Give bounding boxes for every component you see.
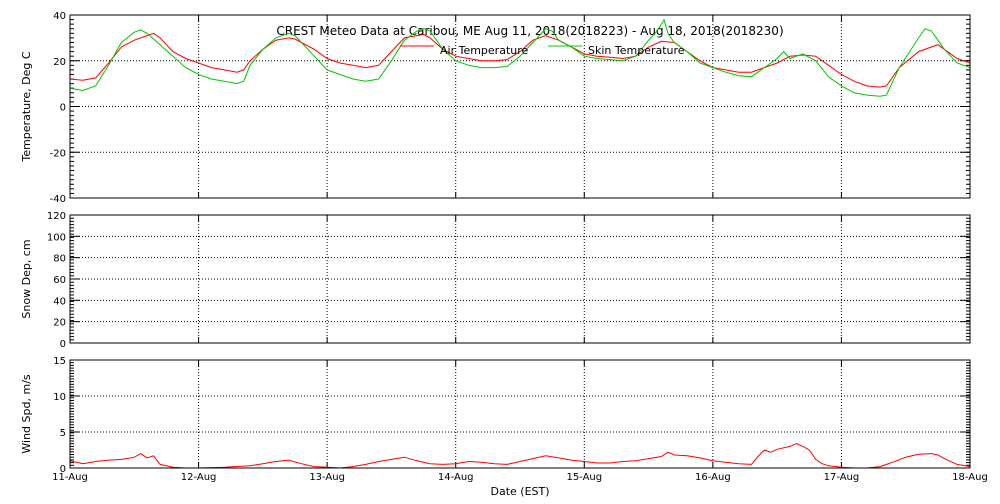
- y-tick-label: 40: [53, 11, 66, 22]
- y-axis-label: Wind Spd, m/s: [20, 374, 33, 454]
- x-tick-label: 16-Aug: [695, 472, 731, 483]
- x-tick-label: 15-Aug: [566, 472, 602, 483]
- y-tick-label: 15: [53, 356, 66, 367]
- panel-2: 0 20 40 60 80 100 120 Snow Dep, cm: [20, 211, 971, 350]
- legend-label: Air Temperature: [440, 44, 529, 57]
- x-axis-label: Date (EST): [490, 485, 549, 498]
- x-tick-label: 18-Aug: [952, 472, 988, 483]
- y-tick-label: 40: [53, 296, 66, 307]
- panel-frame: [69, 14, 971, 199]
- y-tick-label: 5: [60, 428, 66, 439]
- x-tick-label: 14-Aug: [438, 472, 474, 483]
- y-tick-label: 0: [60, 339, 66, 350]
- y-tick-label: 0: [60, 103, 66, 114]
- y-tick-label: 120: [47, 211, 66, 222]
- y-tick-label: 20: [53, 57, 66, 68]
- y-axis-label: Snow Dep, cm: [20, 239, 33, 318]
- series-line-panel3-1: [69, 442, 971, 469]
- x-tick-label: 12-Aug: [181, 472, 217, 483]
- panel-frame: [69, 359, 971, 469]
- x-tick-label: 11-Aug: [52, 472, 88, 483]
- y-tick-label: 60: [53, 275, 66, 286]
- y-tick-label: 10: [53, 392, 66, 403]
- chart-title: CREST Meteo Data at Caribou, ME Aug 11, …: [276, 24, 783, 38]
- y-axis-label: Temperature, Deg C: [20, 51, 33, 162]
- x-tick-label: 13-Aug: [309, 472, 345, 483]
- x-tick-label: 17-Aug: [824, 472, 860, 483]
- y-tick-label: -40: [50, 194, 66, 205]
- y-tick-label: 0: [60, 464, 66, 475]
- panel-1: -40 -20 0 20 40 Temperature, Deg C Air Tempera…: [20, 11, 971, 205]
- y-tick-label: 80: [53, 254, 66, 265]
- series-line-air-temperature: [69, 32, 971, 88]
- y-tick-label: 100: [47, 232, 66, 243]
- legend-label: Skin Temperature: [588, 44, 685, 57]
- y-tick-label: -20: [50, 148, 66, 159]
- series-line-skin-temperature: [69, 18, 971, 97]
- panel-3: 0 5 10 15 Wind Spd, m/s: [20, 356, 971, 475]
- y-tick-label: 20: [53, 318, 66, 329]
- panel-frame: [69, 214, 971, 344]
